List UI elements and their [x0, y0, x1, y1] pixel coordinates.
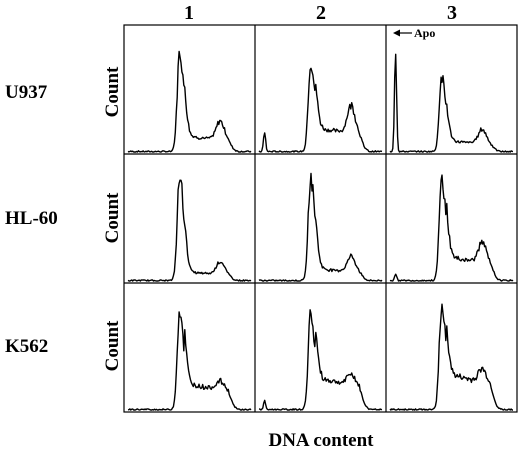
histogram-hl60-col-2: [258, 172, 383, 282]
histogram-u937-col-3: [389, 53, 513, 153]
column-label-1: 1: [184, 2, 194, 24]
y-axis-label-row-3: Count: [102, 320, 123, 371]
histogram-k562-col-3: [389, 303, 513, 411]
row-label-k562: K562: [5, 336, 48, 357]
x-axis-label: DNA content: [268, 430, 374, 451]
histogram-hl60-col-3: [389, 174, 514, 282]
apo-annotation: Apo: [393, 26, 435, 40]
column-label-2: 2: [316, 2, 326, 24]
y-axis-label-row-2: Count: [102, 192, 123, 243]
apo-arrow-head: [393, 29, 400, 37]
row-label-hl60: HL-60: [5, 208, 58, 229]
histogram-u937-col-1: [127, 50, 252, 153]
histogram-hl60-col-1: [127, 179, 252, 282]
apo-annotation-label: Apo: [414, 26, 435, 40]
histogram-k562-col-1: [127, 311, 252, 411]
column-label-3: 3: [447, 2, 457, 24]
histogram-u937-col-2: [258, 67, 383, 153]
y-axis-label-row-1: Count: [102, 66, 123, 117]
histogram-k562-col-2: [258, 309, 383, 411]
histogram-traces: [127, 50, 514, 411]
row-label-u937: U937: [5, 82, 48, 103]
grid-frame: [123, 24, 518, 413]
